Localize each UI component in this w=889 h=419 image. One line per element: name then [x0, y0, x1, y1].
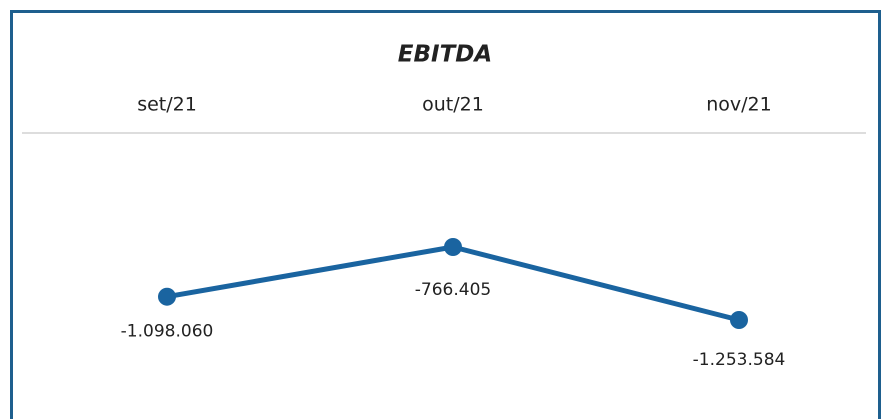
value-label: -1.098.060 [121, 322, 214, 342]
value-label: -766.405 [415, 280, 491, 300]
category-label: nov/21 [706, 94, 772, 116]
chart-title: EBITDA [398, 42, 492, 68]
point [730, 311, 748, 329]
point [158, 287, 176, 306]
frame [10, 10, 881, 419]
category-label: out/21 [422, 94, 484, 116]
value-label: -1.253.584 [693, 350, 786, 370]
point [444, 238, 462, 256]
category-label: set/21 [137, 94, 197, 116]
